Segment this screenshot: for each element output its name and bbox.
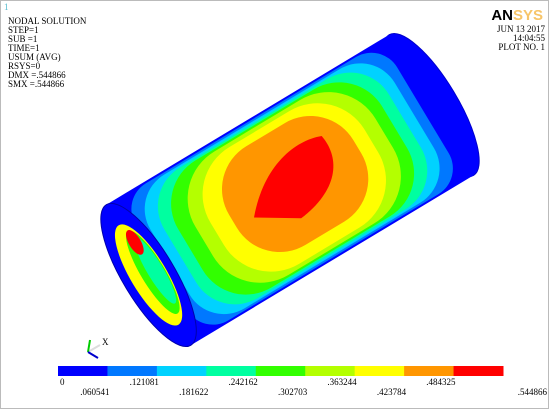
legend-label: .544866 bbox=[518, 387, 548, 397]
window-number: 1 bbox=[4, 2, 9, 12]
header-line: SMX =.544866 bbox=[8, 79, 65, 89]
legend-swatch bbox=[58, 366, 108, 376]
legend-label: .121081 bbox=[130, 377, 159, 387]
legend-swatch bbox=[107, 366, 157, 376]
logo-light: SYS bbox=[513, 7, 543, 24]
triad-label: X bbox=[102, 337, 109, 347]
legend-label: .060541 bbox=[80, 387, 109, 397]
legend-swatch bbox=[305, 366, 355, 376]
logo-dark: AN bbox=[491, 7, 513, 24]
legend-label: .242162 bbox=[229, 377, 258, 387]
legend-label: .302703 bbox=[278, 387, 308, 397]
legend-swatch bbox=[157, 366, 207, 376]
ansys-window: 1 NODAL SOLUTIONSTEP=1SUB =1TIME=1USUM (… bbox=[0, 0, 549, 409]
legend-label: .423784 bbox=[377, 387, 407, 397]
legend-swatch bbox=[256, 366, 306, 376]
legend-swatch bbox=[355, 366, 405, 376]
legend-swatch bbox=[454, 366, 504, 376]
plot-number: PLOT NO. 1 bbox=[498, 42, 545, 52]
legend-label: 0 bbox=[60, 377, 65, 387]
legend-label: .484325 bbox=[426, 377, 456, 387]
legend-swatch bbox=[206, 366, 256, 376]
legend-label: .363244 bbox=[327, 377, 357, 387]
legend-swatch bbox=[404, 366, 454, 376]
legend-label: .181622 bbox=[179, 387, 208, 397]
